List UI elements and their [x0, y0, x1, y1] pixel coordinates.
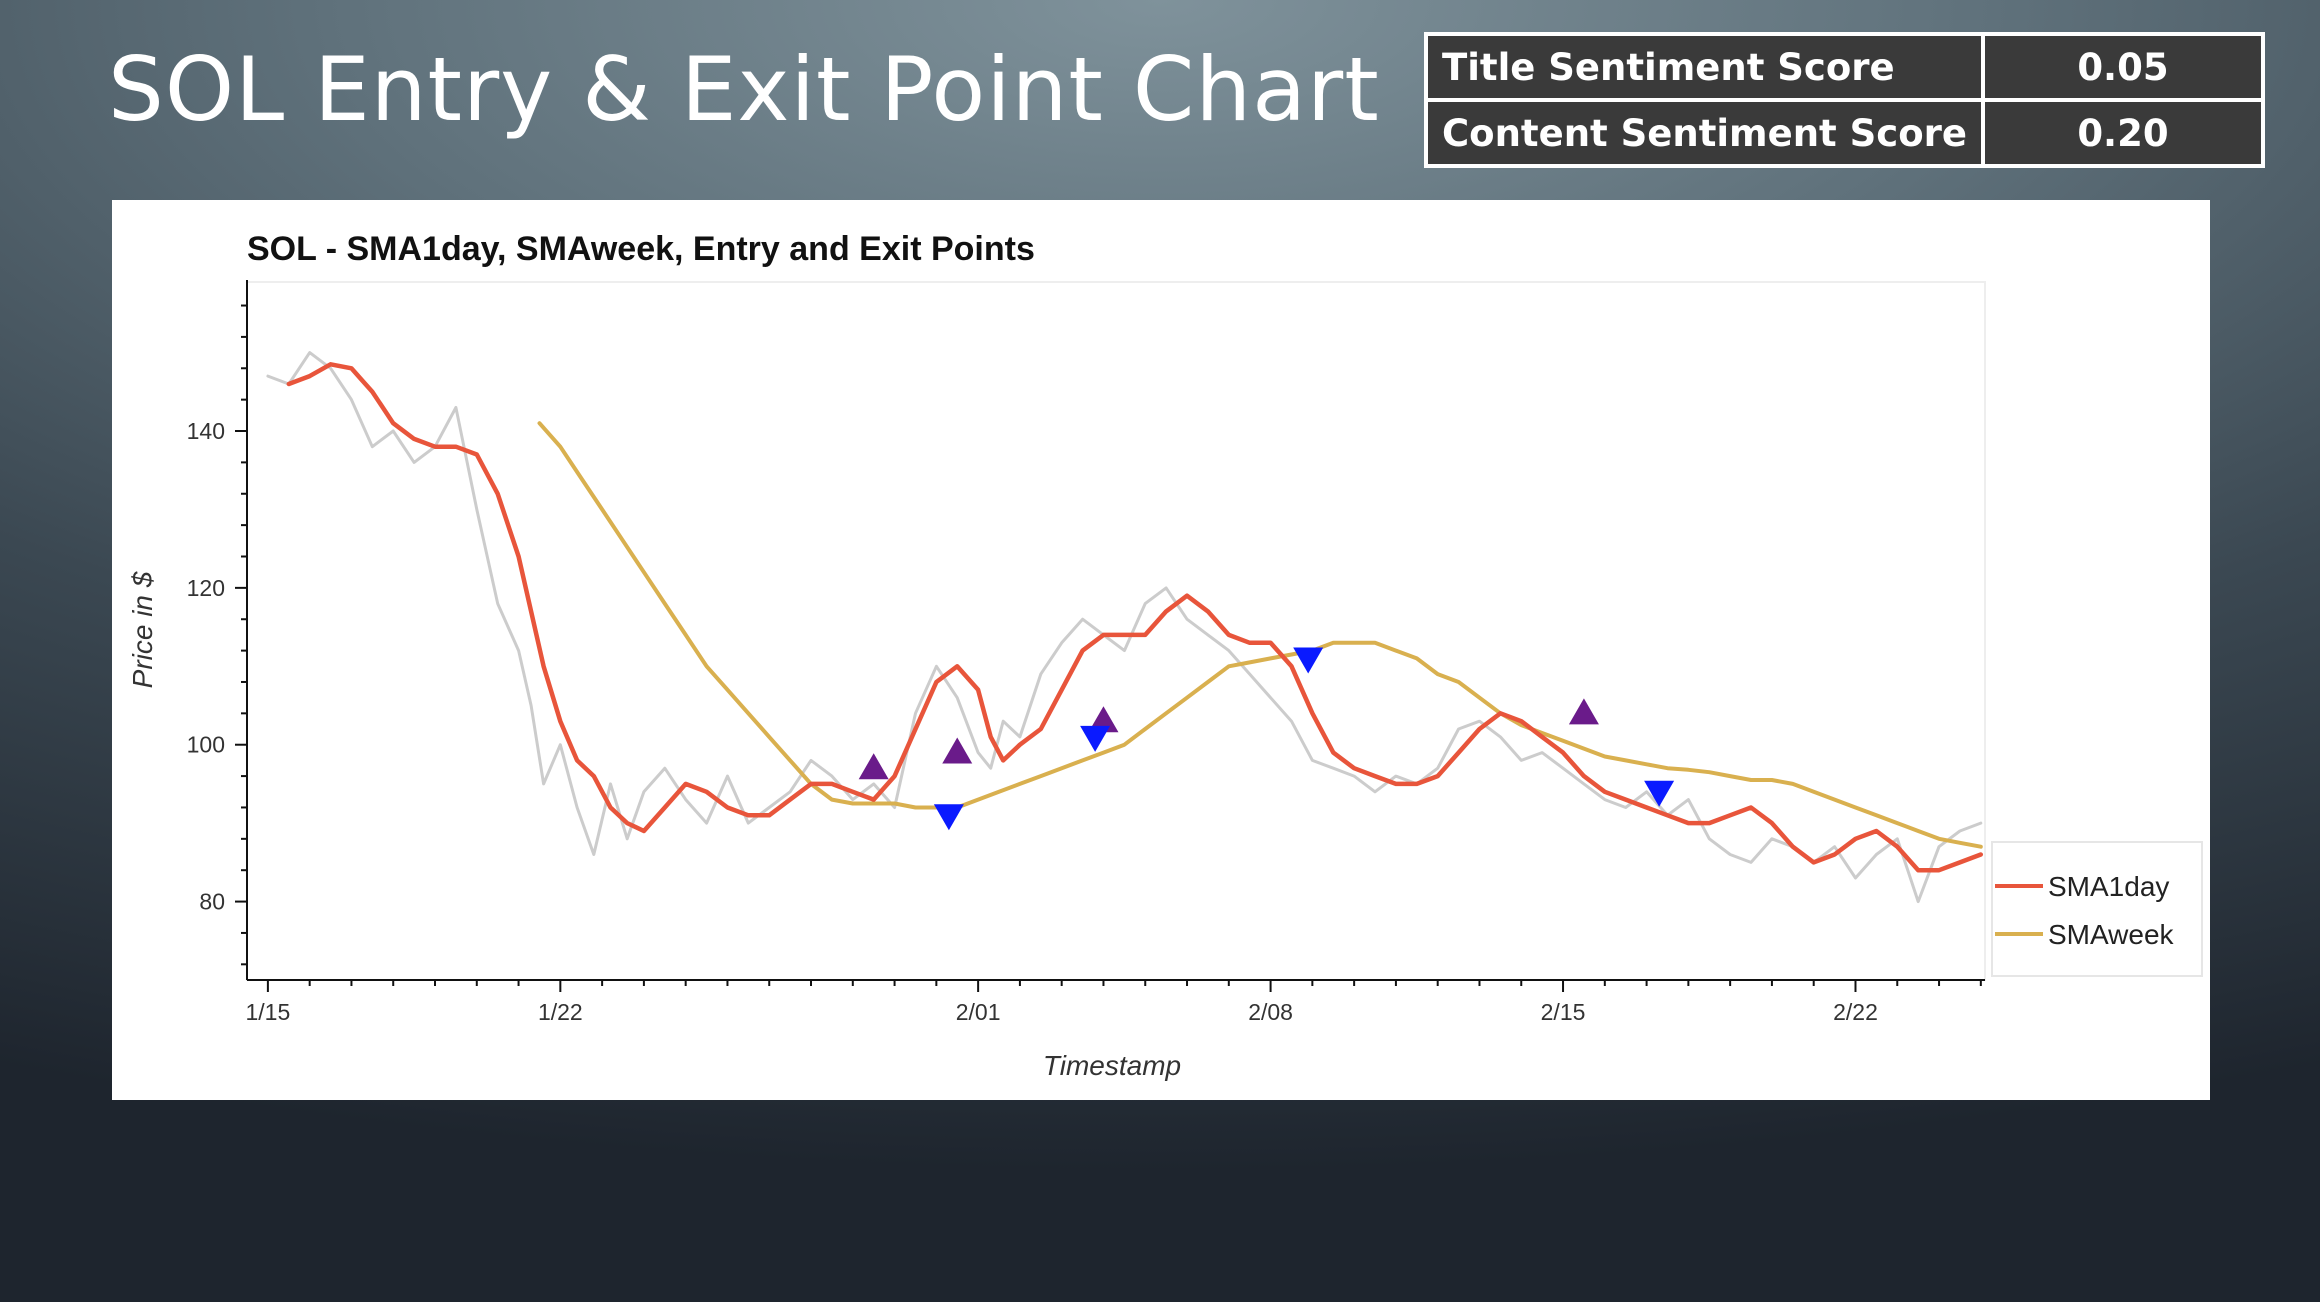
chart-panel: SOL - SMA1day, SMAweek, Entry and Exit P… [112, 200, 2210, 1100]
title-sentiment-row: Title Sentiment Score 0.05 [1424, 32, 2265, 102]
x-tick-label: 2/22 [1833, 999, 1878, 1025]
axes-group: 80 100 120 140 1/15 1/22 2/01 2/08 2/15 2/22 [187, 280, 1985, 1025]
title-sentiment-value: 0.05 [1980, 32, 2265, 102]
exit-point-marker [1080, 725, 1111, 752]
exit-point-marker [933, 804, 964, 831]
legend-smaweek-label: SMAweek [2048, 919, 2175, 950]
content-sentiment-value: 0.20 [1980, 98, 2265, 168]
entry-exit-markers-group [858, 647, 1675, 831]
x-tick-label: 2/01 [956, 999, 1001, 1025]
x-tick-label: 2/15 [1541, 999, 1586, 1025]
exit-point-marker [1644, 780, 1675, 807]
slide-title: SOL Entry & Exit Point Chart [108, 38, 1380, 141]
price-series-group [266, 351, 1983, 904]
entry-point-marker [858, 753, 889, 780]
price-line [266, 351, 1983, 904]
sma1day-line [286, 362, 1984, 873]
exit-point-marker [1293, 647, 1324, 674]
legend: SMA1day SMAweek [1991, 841, 2203, 977]
y-tick-label: 120 [187, 575, 225, 601]
y-tick-label: 100 [187, 732, 225, 758]
x-axis-label: Timestamp [1043, 1050, 1181, 1081]
legend-box [1991, 841, 2203, 977]
x-tick-label: 1/22 [538, 999, 583, 1025]
entry-point-marker [942, 737, 973, 764]
title-sentiment-label: Title Sentiment Score [1424, 32, 1985, 102]
legend-sma1day-label: SMA1day [2048, 871, 2169, 902]
y-tick-label: 80 [199, 889, 225, 915]
price-chart: SOL - SMA1day, SMAweek, Entry and Exit P… [127, 230, 2203, 1081]
entry-point-marker [1568, 698, 1599, 725]
content-sentiment-row: Content Sentiment Score 0.20 [1424, 98, 2265, 168]
sentiment-score-table: Title Sentiment Score 0.05 Content Senti… [1424, 32, 2265, 168]
smaweek-series-group [537, 421, 1983, 849]
entry-point-marker [1088, 706, 1119, 733]
chart-title: SOL - SMA1day, SMAweek, Entry and Exit P… [247, 230, 1035, 268]
sma1day-series-group [286, 362, 1984, 873]
y-axis-label: Price in $ [127, 571, 158, 688]
y-tick-label: 140 [187, 418, 225, 444]
smaweek-line [537, 421, 1983, 849]
x-tick-label: 2/08 [1248, 999, 1293, 1025]
content-sentiment-label: Content Sentiment Score [1424, 98, 1985, 168]
x-tick-label: 1/15 [246, 999, 291, 1025]
plot-frame [246, 281, 1986, 981]
